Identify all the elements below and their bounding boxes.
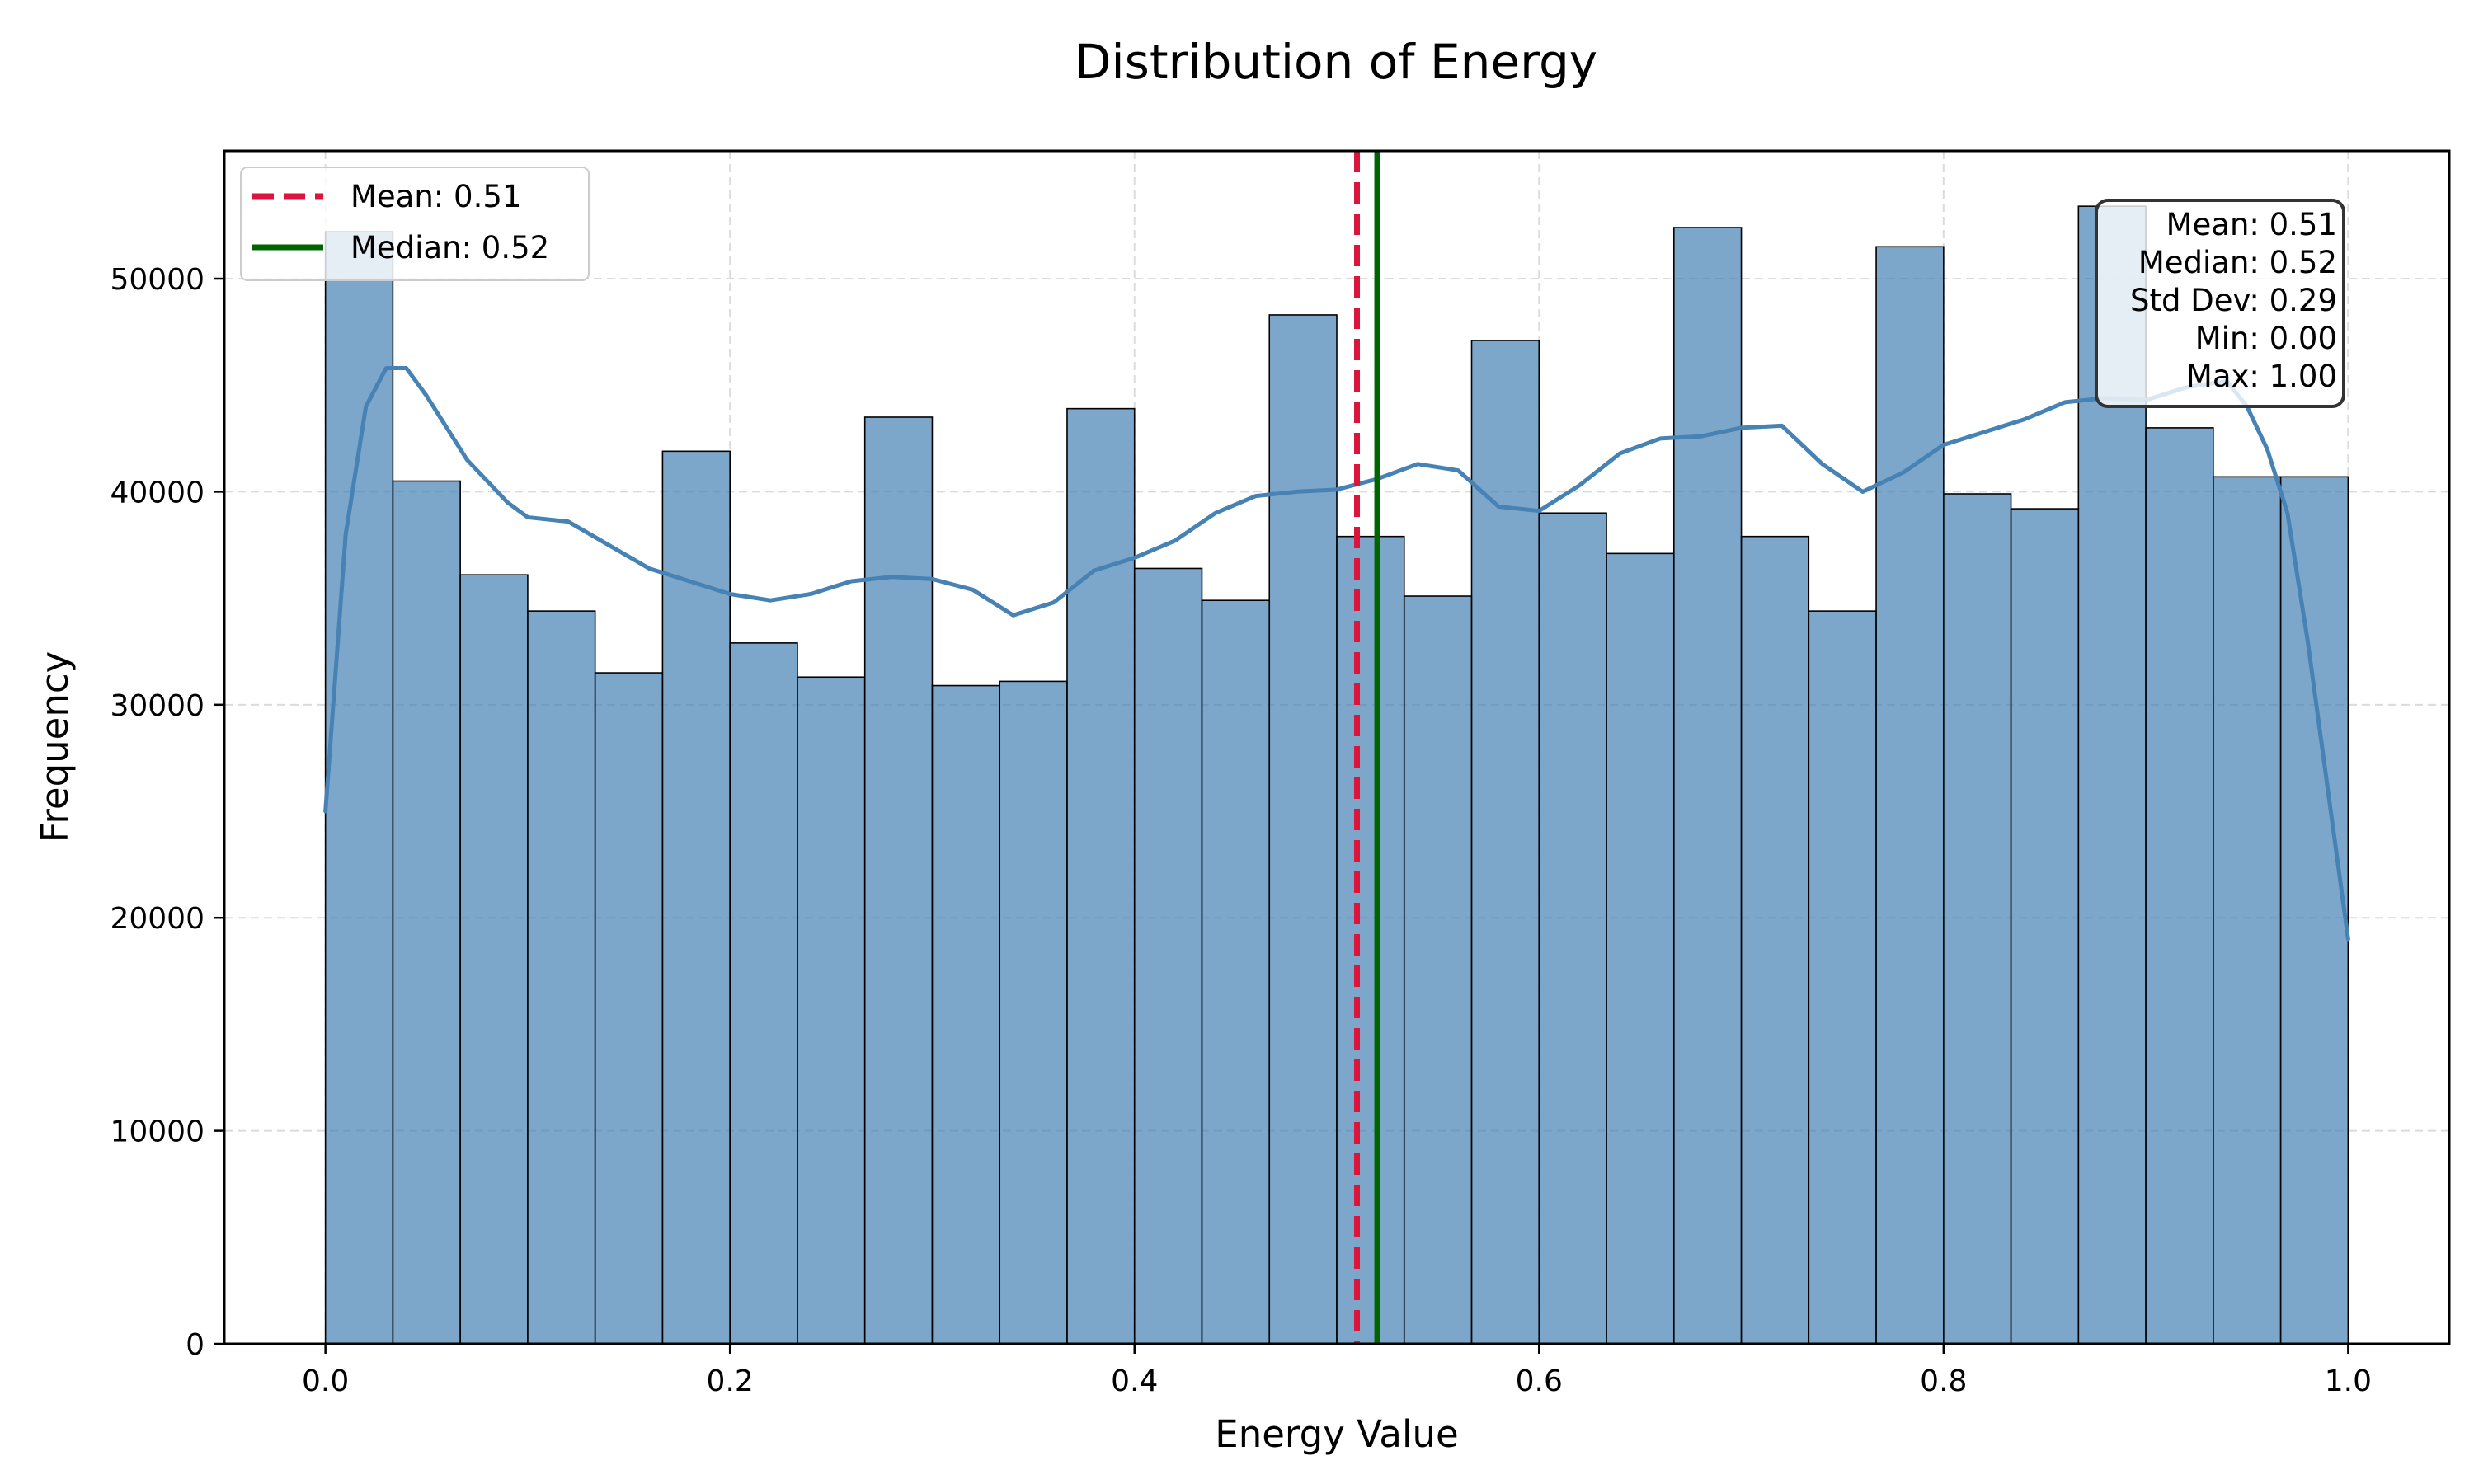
- histogram-bar: [661, 450, 731, 1345]
- histogram-bar: [1875, 246, 1945, 1345]
- y-tick-label: 40000: [110, 476, 205, 510]
- stats-line: Median: 0.52: [2138, 245, 2337, 280]
- chart-title: Distribution of Energy: [1075, 34, 1597, 90]
- x-tick-label: 0.0: [302, 1364, 349, 1398]
- histogram-bars: [324, 205, 2349, 1345]
- histogram-bar: [2279, 476, 2349, 1345]
- y-tick-label: 10000: [110, 1115, 205, 1149]
- x-tick-label: 1.0: [2325, 1364, 2372, 1398]
- stats-line: Min: 0.00: [2195, 321, 2337, 356]
- histogram-bar: [1066, 407, 1136, 1345]
- histogram-bar: [797, 676, 866, 1345]
- y-tick-label: 30000: [110, 689, 205, 723]
- y-axis-label: Frequency: [33, 651, 77, 843]
- y-tick-label: 20000: [110, 902, 205, 936]
- histogram-bar: [931, 684, 1001, 1345]
- histogram-bar: [527, 610, 596, 1345]
- histogram-bar: [1403, 595, 1473, 1345]
- histogram-bar: [1740, 535, 1810, 1345]
- histogram-bar: [1606, 552, 1675, 1345]
- histogram-bar: [2145, 427, 2214, 1345]
- x-tick-label: 0.8: [1920, 1364, 1967, 1398]
- histogram-bar: [1943, 493, 2012, 1345]
- stats-line: Std Dev: 0.29: [2130, 283, 2337, 318]
- histogram-bar: [999, 680, 1068, 1345]
- histogram-bar: [1201, 599, 1271, 1345]
- kde-curve-group: [323, 366, 2350, 942]
- plot-area-frame: [223, 149, 2451, 1345]
- histogram-bar: [1133, 567, 1203, 1345]
- x-tick-label: 0.2: [707, 1364, 754, 1398]
- histogram-bar: [863, 416, 934, 1345]
- kde-curve: [323, 366, 2350, 942]
- x-axis-label: Energy Value: [1215, 1412, 1458, 1456]
- stats-line: Mean: 0.51: [2166, 207, 2337, 242]
- histogram-bar: [594, 672, 664, 1345]
- y-axis-ticks: 0 10000 20000 30000 40000 50000: [110, 263, 224, 1362]
- histogram-bar: [1672, 227, 1743, 1345]
- stats-box-frame: [2095, 199, 2345, 408]
- legend-box: [240, 167, 590, 281]
- y-tick-label: 50000: [110, 263, 205, 297]
- legend-label-mean: Mean: 0.51: [350, 179, 521, 214]
- histogram-bar: [1538, 512, 1607, 1345]
- x-tick-label: 0.6: [1516, 1364, 1563, 1398]
- y-tick-label: 0: [186, 1328, 205, 1362]
- x-tick-label: 0.4: [1111, 1364, 1158, 1398]
- legend-label-median: Median: 0.52: [350, 230, 549, 265]
- legend: Mean: 0.51 Median: 0.52: [240, 167, 590, 281]
- reference-lines: [1354, 151, 1380, 1344]
- histogram-bar: [2010, 508, 2080, 1345]
- stats-line: Max: 1.00: [2186, 359, 2337, 394]
- histogram-bar: [2213, 476, 2282, 1345]
- histogram-bar: [1808, 610, 1877, 1345]
- histogram-bar: [324, 231, 394, 1345]
- histogram-bar: [1336, 535, 1405, 1345]
- x-axis-ticks: 0.0 0.2 0.4 0.6 0.8 1.0: [302, 1344, 2372, 1398]
- histogram-bar: [392, 480, 461, 1345]
- histogram-bar: [729, 642, 798, 1345]
- histogram-bar: [1268, 314, 1338, 1345]
- histogram-bar: [459, 574, 529, 1345]
